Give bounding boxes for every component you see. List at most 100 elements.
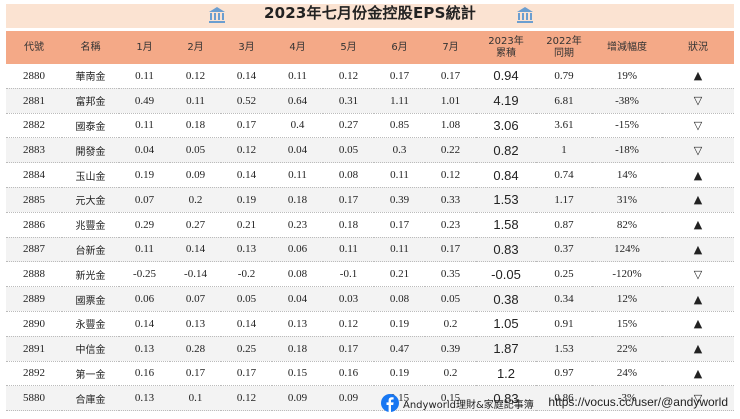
cell-m1: 0.13	[119, 385, 170, 412]
cell-status: ▲	[662, 311, 734, 337]
table-row: 2887 台新金 0.11 0.14 0.13 0.06 0.11 0.11 0.17 0.83 0…	[6, 237, 734, 263]
cell-m7: 0.2	[425, 311, 476, 337]
cell-status: ▲	[662, 187, 734, 213]
cell-code: 2881	[6, 88, 62, 114]
cell-m3: 0.12	[221, 385, 272, 412]
cell-m5: 0.17	[323, 187, 374, 213]
cell-prev: 1.17	[536, 187, 592, 213]
cell-m3: 0.52	[221, 88, 272, 114]
facebook-icon	[381, 394, 399, 412]
page-title: 2023年七月份金控股EPS統計	[264, 4, 476, 22]
cell-m6: 0.21	[374, 261, 425, 288]
cell-m7: 0.2	[425, 361, 476, 387]
cell-status: ▲	[662, 286, 734, 312]
cell-total: 1.87	[476, 336, 536, 362]
header-m6: 6月	[374, 31, 425, 64]
cell-m6: 0.19	[374, 361, 425, 387]
cell-m6: 0.11	[374, 237, 425, 263]
cell-total: 0.83	[476, 385, 536, 412]
cell-change: 19%	[592, 64, 662, 89]
cell-m2: 0.14	[170, 237, 221, 263]
cell-code: 5880	[6, 385, 62, 412]
cell-m5: 0.27	[323, 113, 374, 139]
cell-m4: 0.18	[272, 187, 323, 213]
cell-m4: 0.06	[272, 237, 323, 263]
cell-code: 2890	[6, 311, 62, 337]
cell-m4: 0.64	[272, 88, 323, 114]
table-body: 2880 華南金 0.11 0.12 0.14 0.11 0.12 0.17 0.17 0.94 0…	[6, 64, 734, 412]
header-m5: 5月	[323, 31, 374, 64]
cell-name: 中信金	[62, 336, 119, 362]
cell-m7: 0.35	[425, 261, 476, 288]
table-row: 2880 華南金 0.11 0.12 0.14 0.11 0.12 0.17 0.17 0.94 0…	[6, 64, 734, 89]
cell-prev: 0.74	[536, 162, 592, 188]
cell-prev: 6.81	[536, 88, 592, 114]
cell-m3: 0.21	[221, 212, 272, 238]
cell-change: 14%	[592, 162, 662, 188]
cell-m7: 0.39	[425, 336, 476, 362]
footer-url[interactable]: https://vocus.cc/user/@andyworld	[548, 395, 728, 409]
cell-m2: -0.14	[170, 261, 221, 288]
cell-code: 2891	[6, 336, 62, 362]
cell-m2: 0.27	[170, 212, 221, 238]
cell-m7: 0.05	[425, 286, 476, 312]
table-row: 2888 新光金 -0.25 -0.14 -0.2 0.08 -0.1 0.21 0.35 -0.…	[6, 261, 734, 288]
cell-name: 國票金	[62, 286, 119, 312]
cell-m7: 0.33	[425, 187, 476, 213]
cell-code: 2888	[6, 261, 62, 288]
cell-m4: 0.11	[272, 64, 323, 89]
header-m3: 3月	[221, 31, 272, 64]
cell-m2: 0.05	[170, 137, 221, 164]
cell-prev: 0.79	[536, 64, 592, 89]
cell-status: ▲	[662, 336, 734, 362]
cell-m3: 0.14	[221, 311, 272, 337]
cell-m2: 0.09	[170, 162, 221, 188]
title-bar	[6, 4, 734, 28]
cell-m3: 0.19	[221, 187, 272, 213]
table-row: 2889 國票金 0.06 0.07 0.05 0.04 0.03 0.08 0.05 0.38 0…	[6, 286, 734, 312]
cell-m5: 0.05	[323, 137, 374, 164]
cell-m5: 0.16	[323, 361, 374, 387]
header-m4: 4月	[272, 31, 323, 64]
cell-m1: 0.07	[119, 187, 170, 213]
cell-name: 玉山金	[62, 162, 119, 188]
cell-prev: 0.37	[536, 237, 592, 263]
header-change: 增減幅度	[592, 31, 662, 64]
header-total: 2023年 累積	[476, 31, 536, 64]
cell-m6: 0.85	[374, 113, 425, 139]
cell-m7: 1.01	[425, 88, 476, 114]
cell-m1: 0.11	[119, 64, 170, 89]
cell-m6: 0.3	[374, 137, 425, 164]
cell-m4: 0.09	[272, 385, 323, 412]
table-row: 2884 玉山金 0.19 0.09 0.14 0.11 0.08 0.11 0.12 0.84 0…	[6, 162, 734, 188]
cell-m2: 0.11	[170, 88, 221, 114]
cell-status: ▽	[662, 88, 734, 114]
table-row: 2886 兆豐金 0.29 0.27 0.21 0.23 0.18 0.17 0.23 1.58 0…	[6, 212, 734, 238]
table-row: 2891 中信金 0.13 0.28 0.25 0.18 0.17 0.47 0.39 1.87 1…	[6, 336, 734, 362]
cell-m1: 0.04	[119, 137, 170, 164]
cell-m5: 0.12	[323, 64, 374, 89]
cell-status: ▽	[662, 385, 734, 412]
cell-m3: 0.14	[221, 162, 272, 188]
cell-total: 1.05	[476, 311, 536, 337]
cell-m2: 0.13	[170, 311, 221, 337]
cell-prev: 1.53	[536, 336, 592, 362]
cell-change: 24%	[592, 361, 662, 387]
cell-name: 兆豐金	[62, 212, 119, 238]
cell-name: 永豐金	[62, 311, 119, 337]
cell-status: ▲	[662, 212, 734, 238]
cell-m5: 0.03	[323, 286, 374, 312]
footer: Andyworld理財&家庭記事簿 https://vocus.cc/user/…	[0, 392, 740, 414]
cell-prev: 1	[536, 137, 592, 164]
cell-total: -0.05	[476, 261, 536, 288]
cell-m3: 0.05	[221, 286, 272, 312]
table-row: 2881 富邦金 0.49 0.11 0.52 0.64 0.31 1.11 1.01 4.19 6…	[6, 88, 734, 114]
cell-m6: 0.11	[374, 162, 425, 188]
cell-m5: -0.1	[323, 261, 374, 288]
cell-m6: 0.17	[374, 212, 425, 238]
cell-m6: 0.19	[374, 311, 425, 337]
footer-brand: Andyworld理財&家庭記事簿	[403, 400, 534, 411]
cell-m7: 0.17	[425, 64, 476, 89]
cell-m4: 0.11	[272, 162, 323, 188]
cell-code: 2882	[6, 113, 62, 139]
